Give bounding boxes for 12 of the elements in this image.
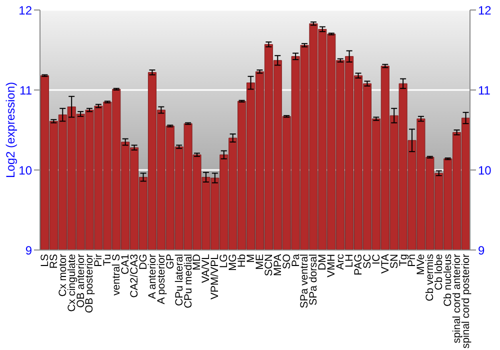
y2-tick-label: 10 <box>478 163 492 178</box>
y-tick-label: 10 <box>18 163 32 178</box>
y2-tick-label: 12 <box>478 3 492 18</box>
x-tick-label: OB posterior <box>84 254 96 313</box>
y-tick-label: 12 <box>18 3 32 18</box>
y-tick-label: 9 <box>25 243 32 258</box>
x-tick-label: spinal cord posterior <box>460 253 472 349</box>
y2-tick-label: 9 <box>478 243 485 258</box>
y-tick-label: 11 <box>20 83 32 98</box>
y-axis-title: Log2 (expression) <box>3 82 18 178</box>
y2-tick-label: 11 <box>478 83 491 98</box>
x-tick-label: Cx cingulate <box>66 254 78 312</box>
